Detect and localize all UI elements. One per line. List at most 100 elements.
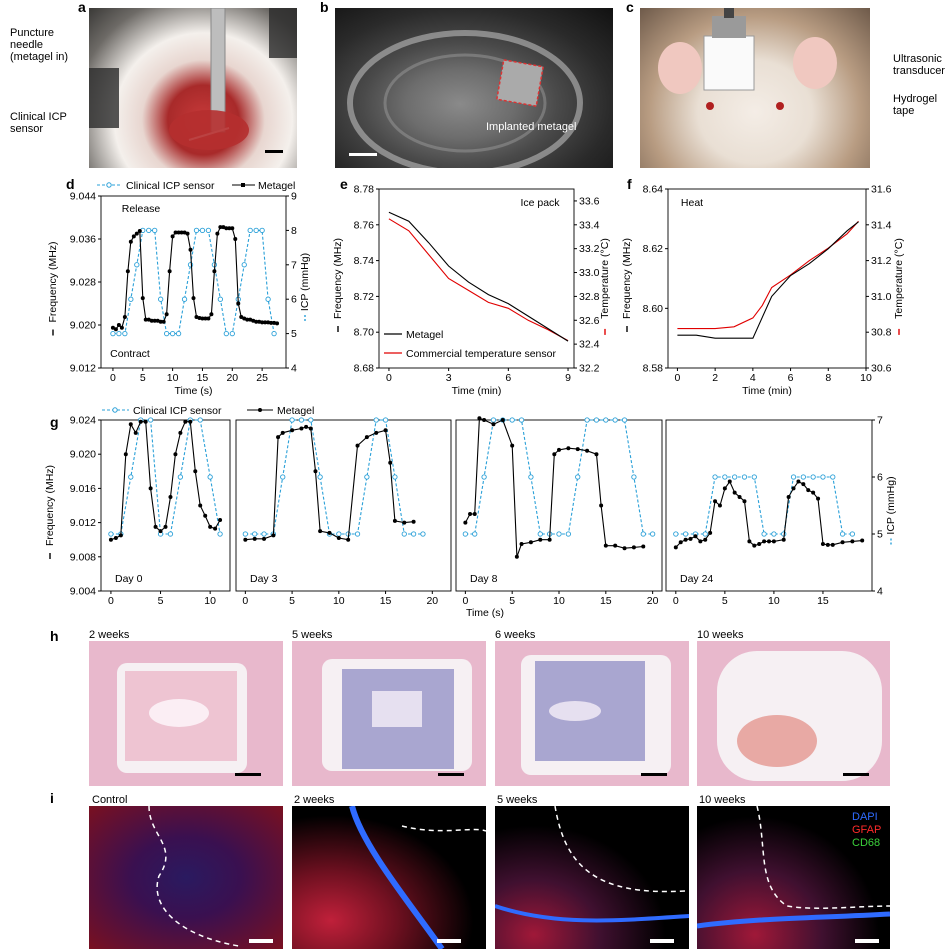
chart-g-2-xtick-label: 10 [333, 595, 345, 607]
h-title-1: 2 weeks [89, 629, 130, 641]
chart-g-1-icp-point [128, 474, 134, 480]
chart-g-2-icp-point [261, 531, 267, 537]
label-implanted-metagel: Implanted metagel [486, 121, 577, 133]
chart-g-3-metagel-point [491, 422, 496, 427]
chart-d-contract: Contract [110, 348, 150, 360]
chart-g-1-metagel-point [123, 452, 128, 457]
chart-g-4-metagel-point [742, 499, 747, 504]
chart-g-2-xtick-label: 15 [380, 595, 392, 607]
chart-g-1-xtick-label: 10 [204, 595, 216, 607]
chart-d-metagel-point [152, 318, 157, 323]
chart-g-1-metagel-point [198, 503, 203, 508]
chart-e-temp-line [388, 218, 569, 342]
chart-g-3-metagel-point [463, 520, 468, 525]
chart-g-2-icp-line [245, 419, 423, 535]
chart-g-4-metagel-point [708, 530, 713, 535]
chart-d-metagel-point [206, 316, 211, 321]
chart-g-3-metagel-point [622, 546, 627, 551]
chart-e-ytick-label: 8.74 [354, 255, 375, 267]
chart-f-xtick-label: 10 [860, 372, 872, 384]
chart-g-3-xtick-label: 5 [509, 595, 515, 607]
chart-g-3-icp-point [575, 474, 581, 480]
chart-g-ytick-label: 9.024 [70, 415, 96, 427]
histology-6-weeks [495, 641, 689, 786]
chart-f-ytick-label: 8.58 [643, 363, 664, 375]
chart-d-ylabel-group: Frequency (MHz) [47, 241, 59, 336]
chart-g-2-metagel-point [364, 435, 369, 440]
chart-d-icp-point [116, 330, 122, 337]
chart-g-ytick-label: 7 [877, 415, 883, 427]
chart-g-3-metagel-point [552, 452, 557, 457]
fluoro-control [89, 806, 283, 949]
chart-g-1-metagel-point [183, 419, 188, 424]
chart-f-xtick-label: 8 [825, 372, 831, 384]
chart-d-legend-icp: Clinical ICP sensor [126, 180, 215, 192]
panel-letter-i: i [50, 790, 54, 806]
chart-g-4-metagel-point [698, 539, 703, 544]
label-clinical-icp-sensor-a: Clinical ICP sensor [10, 111, 67, 135]
chart-g-1-icp-point [147, 417, 154, 423]
chart-d-metagel-point [134, 231, 139, 236]
chart-g-3-metagel-point [468, 512, 473, 517]
chart-g-4-metagel-point [688, 536, 693, 541]
panel-letter-a: a [78, 0, 86, 15]
chart-g-4-metagel-point [713, 499, 718, 504]
chart-g-2-xtick-label: 20 [426, 595, 438, 607]
chart-f-ytick-label: 30.6 [871, 363, 892, 375]
chart-g-1-metagel-point [173, 452, 178, 457]
chart-d-metagel-point [113, 327, 118, 332]
chart-d-icp-point [271, 330, 277, 337]
chart-d-metagel-point [140, 296, 145, 301]
chart-g-1-metagel-point [108, 537, 113, 542]
panel-letter-g: g [50, 414, 59, 430]
chart-g-2-icp-point [354, 531, 361, 537]
fluoro-5-weeks [495, 806, 689, 949]
chart-d-icp-point [253, 227, 259, 234]
chart-g-2-frame [235, 419, 452, 592]
fluoro-2-weeks [292, 806, 486, 949]
rat-photo [640, 8, 870, 168]
chart-e-ytick-label: 8.72 [354, 291, 375, 303]
chart-g-4-metagel-point [732, 490, 737, 495]
chart-d-legend-metagel-marker [241, 183, 245, 187]
chart-g-4-icp-point [702, 531, 708, 537]
panel-letter-c: c [626, 0, 634, 15]
chart-d-metagel-point [179, 230, 184, 235]
chart-d-y2label: ICP (mmHg) [299, 253, 311, 311]
chart-g-2-icp-point [401, 531, 407, 537]
chart-d-icp-point [169, 330, 176, 337]
chart-g-3-metagel-point [641, 544, 646, 549]
chart-g-4-metagel-point [816, 496, 821, 501]
histology-10-weeks [697, 641, 890, 786]
chart-d-metagel-point [170, 234, 175, 239]
i-title-1: Control [92, 794, 128, 806]
chart-g-2-icp-point [242, 531, 248, 537]
chart-g-1-icp-point [207, 474, 213, 480]
chart-f-ytick-label: 30.8 [871, 327, 892, 339]
chart-g-3-icp-line [465, 419, 653, 535]
chart-d-metagel-point [161, 319, 166, 324]
chart-g-1-frame [100, 419, 231, 592]
chart-d-metagel-point [266, 320, 271, 325]
chart-d-metagel-point [191, 296, 196, 301]
chart-d-ytick-label: 9 [291, 191, 297, 203]
chart-g-2-icp-point [317, 474, 323, 480]
chart-d-metagel-point [164, 312, 169, 317]
chart-d-icp-point [152, 227, 158, 234]
chart-d-icp-line [112, 229, 275, 335]
chart-d-ytick-label: 7 [291, 259, 297, 271]
chart-d-icp-point [223, 330, 229, 337]
chart-g-4-metagel-point [717, 503, 722, 508]
chart-d-icp-point [181, 296, 188, 302]
chart-d-frame [100, 195, 287, 369]
chart-g-3-icp-point [481, 474, 487, 480]
chart-g-2-metagel-point [336, 535, 341, 540]
chart-g-3-metagel-point [547, 537, 552, 542]
chart-d-icp-point [122, 330, 128, 337]
chart-e-frame [378, 188, 575, 369]
chart-f-ylabel: Frequency (MHz) [621, 238, 633, 319]
chart-d-icp-point [110, 330, 116, 337]
chart-d-ytick-label: 9.044 [70, 191, 96, 203]
chart-g-4-metagel-point [860, 538, 865, 543]
